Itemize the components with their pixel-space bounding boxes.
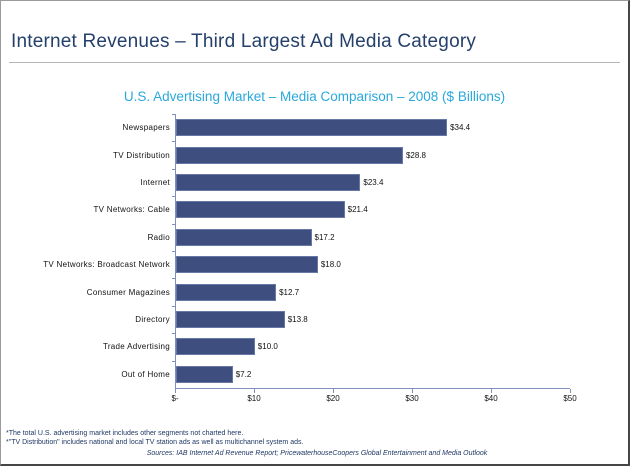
bar-track: $34.4 — [172, 114, 570, 142]
category-label: Directory — [135, 314, 170, 324]
value-label: $12.7 — [279, 287, 300, 297]
footnotes: *The total U.S. advertising market inclu… — [6, 429, 628, 457]
x-axis-tick — [570, 388, 571, 393]
category-label: TV Networks: Broadcast Network — [43, 260, 170, 270]
x-tick-label: $- — [171, 393, 179, 403]
value-label: $23.4 — [363, 177, 384, 187]
bar-track: $23.4 — [172, 168, 570, 197]
bar — [176, 283, 277, 301]
footnote-1: *The total U.S. advertising market inclu… — [6, 429, 244, 437]
chart-title: U.S. Advertising Market – Media Comparis… — [123, 89, 506, 104]
bar-track: $18.0 — [172, 250, 570, 279]
bar-row: Directory $13.8 — [1, 305, 570, 334]
value-label: $34.4 — [450, 123, 471, 133]
bar — [176, 119, 448, 137]
bar-row: TV Networks: Cable $21.4 — [1, 196, 570, 224]
value-label: $21.4 — [347, 205, 368, 215]
category-label: Consumer Magazines — [86, 287, 170, 297]
x-tick-label: $20 — [326, 393, 340, 403]
bar-row: TV Networks: Broadcast Network $18.0 — [1, 250, 570, 279]
category-label: Radio — [147, 232, 170, 242]
title-divider — [9, 62, 620, 63]
bar-track: $17.2 — [172, 223, 570, 251]
value-label: $28.8 — [405, 150, 426, 160]
value-label: $13.8 — [287, 314, 308, 324]
bar-track: $28.8 — [172, 141, 570, 169]
footnote-2: *"TV Distribution" includes national and… — [6, 438, 304, 446]
x-tick-label: $40 — [484, 393, 498, 403]
x-axis-tick — [333, 388, 334, 393]
bar-row: Out of Home $7.2 — [1, 360, 570, 388]
bar-rows: Newspapers $34.4 TV Distribution $28.8 Inter… — [1, 114, 570, 388]
bar-row: TV Distribution $28.8 — [1, 141, 570, 169]
bar-track: $21.4 — [172, 196, 570, 224]
bar-row: Internet $23.4 — [1, 168, 570, 197]
bar-row: Trade Advertising $10.0 — [1, 333, 570, 361]
bar — [176, 365, 233, 383]
bar — [176, 228, 312, 246]
page-title: Internet Revenues – Third Largest Ad Med… — [11, 31, 477, 52]
bar — [176, 256, 318, 274]
bar-row: Consumer Magazines $12.7 — [1, 278, 570, 306]
bar-track: $13.8 — [172, 305, 570, 334]
bar-track: $12.7 — [172, 278, 570, 306]
x-axis-tick — [175, 388, 176, 393]
bar-track: $10.0 — [172, 333, 570, 361]
category-label: Trade Advertising — [102, 342, 170, 352]
value-label: $10.0 — [257, 342, 278, 352]
category-label: Internet — [140, 177, 170, 187]
bar-track: $7.2 — [172, 360, 570, 388]
sources-line: Sources: IAB Internet Ad Revenue Report;… — [146, 449, 488, 457]
category-label: TV Networks: Cable — [93, 205, 170, 215]
x-tick-label: $10 — [247, 393, 261, 403]
bar-chart: Newspapers $34.4 TV Distribution $28.8 Inter… — [1, 114, 577, 405]
bar-row: Newspapers $34.4 — [1, 114, 570, 142]
bar — [176, 173, 361, 191]
x-axis-tick — [254, 388, 255, 393]
value-label: $17.2 — [314, 232, 335, 242]
bar — [176, 338, 255, 356]
x-axis — [175, 387, 571, 393]
value-label: $18.0 — [320, 260, 341, 270]
x-axis-tick — [412, 388, 413, 393]
category-label: TV Distribution — [113, 150, 170, 160]
x-tick-label: $30 — [405, 393, 419, 403]
value-label: $7.2 — [235, 369, 252, 379]
bar-row: Radio $17.2 — [1, 223, 570, 251]
bar — [176, 310, 285, 328]
x-axis-tick — [491, 388, 492, 393]
bar — [176, 201, 345, 219]
category-label: Out of Home — [121, 369, 170, 379]
category-label: Newspapers — [122, 123, 170, 133]
bar — [176, 146, 403, 164]
x-axis-labels: $- $10 $20 $30 $40 $50 — [171, 392, 576, 405]
x-tick-label: $50 — [563, 393, 577, 403]
